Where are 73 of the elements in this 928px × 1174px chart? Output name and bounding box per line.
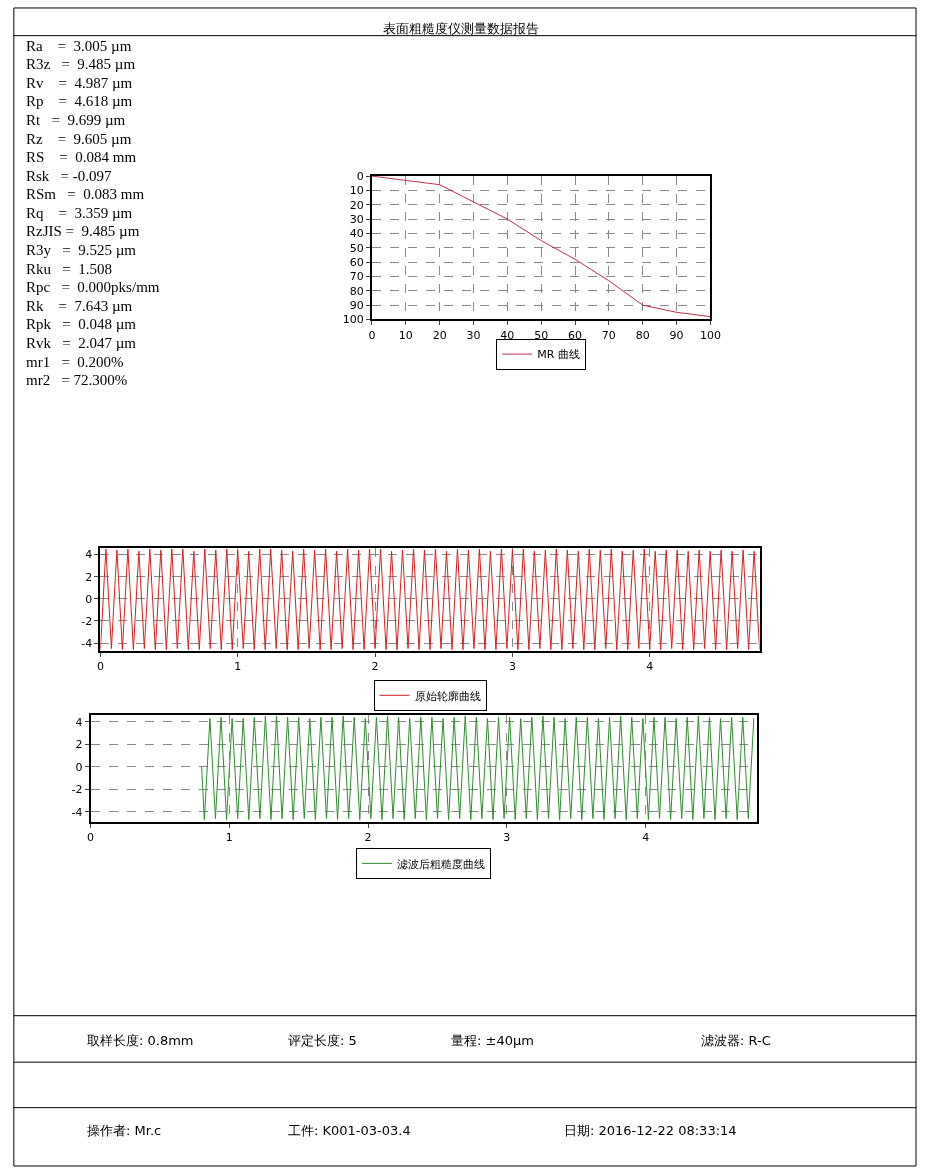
x-tick-label: 0	[368, 328, 376, 342]
y-tick-label: 40	[349, 227, 364, 241]
y-tick-label: 90	[349, 299, 364, 312]
x-tick-label: 20	[432, 328, 447, 342]
y-tick-label: 2	[75, 738, 83, 752]
y-tick-label: -4	[71, 805, 83, 819]
text: 量程: ±40µm	[451, 1033, 534, 1048]
y-tick-label: 0	[356, 169, 364, 183]
text: R3z = 9.485 µm	[26, 56, 136, 72]
text: 取样长度: 0.8mm	[87, 1033, 194, 1048]
x-tick-label: 80	[635, 328, 650, 342]
text: mr1 = 0.200%	[26, 354, 124, 370]
text: Rk = 7.643 µm	[26, 298, 133, 314]
text: RSm = 0.083 mm	[26, 186, 145, 202]
x-tick-label: 0	[96, 659, 104, 673]
x-tick-label: 50	[534, 328, 549, 342]
x-tick-label: 10	[398, 328, 413, 342]
y-tick-label: 0	[85, 592, 93, 606]
x-tick-label: 1	[234, 659, 242, 673]
x-tick-label: 4	[642, 831, 650, 845]
text: Rt = 9.699 µm	[26, 112, 126, 128]
text: mr2 = 72.300%	[26, 372, 128, 388]
x-tick-label: 90	[669, 328, 684, 342]
text: Rq = 3.359 µm	[26, 205, 133, 221]
y-tick-label: 70	[349, 270, 364, 284]
y-tick-label: 100	[342, 313, 364, 327]
x-tick-label: 30	[466, 328, 481, 342]
x-tick-label: 70	[601, 328, 616, 342]
text: Rpk = 0.048 µm	[26, 316, 137, 332]
line-series	[100, 548, 760, 651]
text: RS = 0.084 mm	[26, 149, 137, 165]
text: 评定长度: 5	[288, 1033, 357, 1048]
text: RzJIS = 9.485 µm	[26, 223, 140, 239]
x-tick-label: 100	[699, 328, 721, 342]
legend-label: MR 曲线	[537, 348, 580, 362]
y-tick-label: 80	[349, 284, 364, 298]
text: Rsk = -0.097	[26, 168, 113, 184]
text: Rv = 4.987 µm	[26, 75, 133, 91]
line-series	[201, 715, 755, 821]
y-tick-label: 30	[349, 212, 364, 226]
y-tick-label: -2	[71, 783, 83, 797]
legend-label: 滤波后粗糙度曲线	[397, 857, 486, 871]
x-tick-label: 1	[225, 831, 233, 845]
text: 工件: K001-03-03.4	[288, 1123, 411, 1138]
y-tick-label: -2	[81, 614, 93, 628]
x-tick-label: 2	[371, 659, 379, 673]
text: 日期: 2016-12-22 08:33:14	[564, 1123, 737, 1138]
y-tick-label: 4	[85, 548, 93, 562]
text: Rp = 4.618 µm	[26, 93, 133, 109]
text: Rz = 9.605 µm	[26, 131, 132, 147]
x-tick-label: 3	[503, 831, 511, 845]
text: Ra = 3.005 µm	[26, 38, 132, 54]
y-tick-label: 4	[75, 715, 83, 729]
y-tick-label: 20	[349, 198, 364, 212]
text: 操作者: Mr.c	[87, 1123, 162, 1138]
y-tick-label: 2	[85, 570, 93, 584]
text: R3y = 9.525 µm	[26, 242, 137, 258]
y-tick-label: 10	[349, 184, 364, 198]
text: Rku = 1.508	[26, 261, 112, 277]
x-tick-label: 40	[500, 328, 515, 342]
y-tick-label: 0	[75, 760, 83, 774]
y-tick-label: -4	[81, 636, 93, 650]
x-tick-label: 60	[568, 328, 583, 342]
text: 表面粗糙度仪测量数据报告	[383, 21, 539, 36]
y-tick-label: 50	[349, 241, 364, 255]
text: Rvk = 2.047 µm	[26, 335, 137, 351]
text: 滤波器: R-C	[701, 1033, 771, 1048]
text: Rpc = 0.000pks/mm	[26, 279, 160, 295]
line-series	[371, 176, 711, 318]
x-tick-label: 4	[646, 659, 654, 673]
y-tick-label: 60	[349, 255, 364, 269]
legend-label: 原始轮廓曲线	[414, 689, 481, 703]
x-tick-label: 3	[508, 659, 516, 673]
